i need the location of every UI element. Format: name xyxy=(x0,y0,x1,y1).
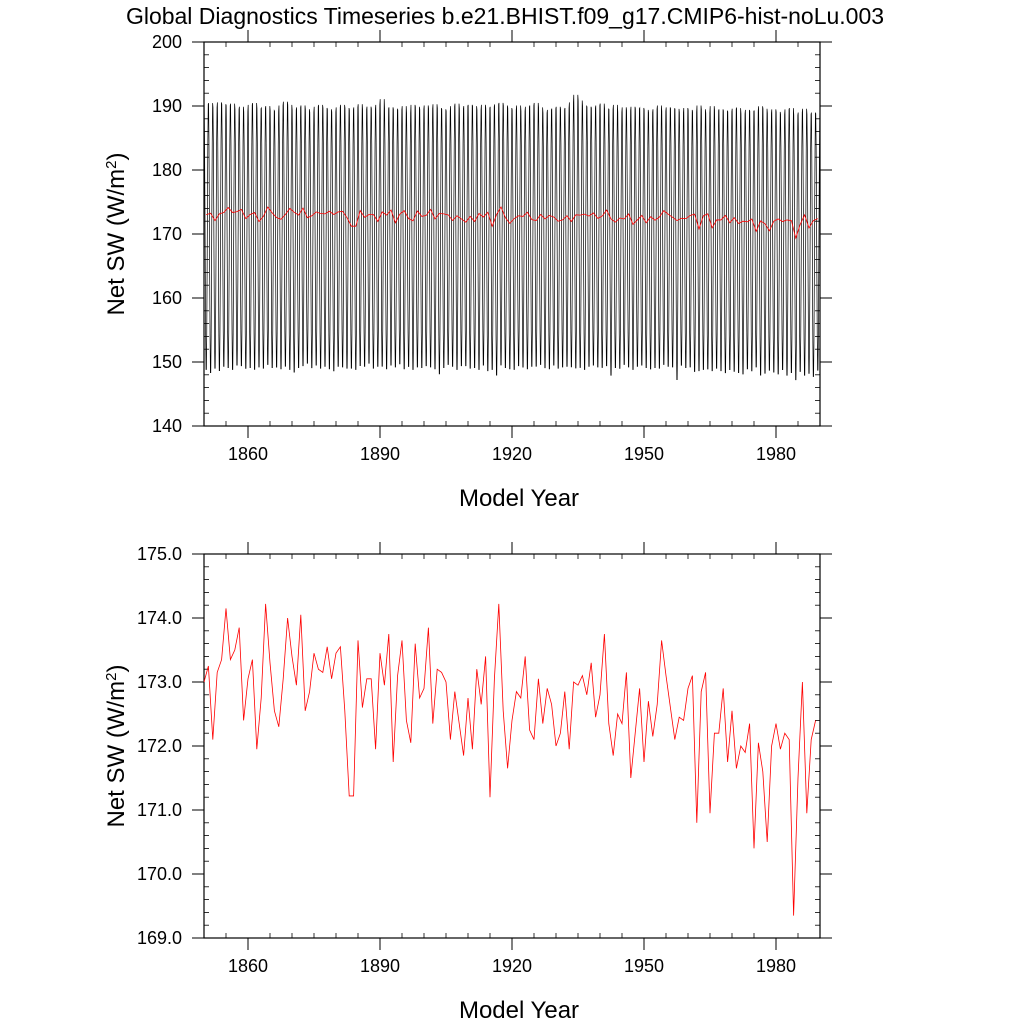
y-tick-label: 140 xyxy=(152,416,182,436)
chart-panel-bottom: 169.0 170.0 171.0 172.0 173.0 174.0 175.0 1860… xyxy=(103,542,832,1024)
monthly-series-line xyxy=(203,94,821,381)
y-tick-label: 180 xyxy=(152,160,182,180)
chart-panel-top: 140 150 160 170 180 190 200 1860 1890 1920 1950 19… xyxy=(103,30,832,512)
y-tick-label: 190 xyxy=(152,96,182,116)
x-tick-label: 1980 xyxy=(756,956,796,976)
annual-mean-series-line-top xyxy=(206,206,818,240)
monthly-line-path xyxy=(203,94,821,381)
y-tick-label: 175.0 xyxy=(137,544,182,564)
x-tick-label: 1950 xyxy=(624,444,664,464)
x-tick-label: 1890 xyxy=(360,444,400,464)
y-tick-labels-top: 140 150 160 170 180 190 200 xyxy=(152,32,182,436)
x-tick-label: 1920 xyxy=(492,444,532,464)
x-axis-label-top: Model Year xyxy=(459,485,579,512)
x-tick-label: 1890 xyxy=(360,956,400,976)
y-tick-label: 150 xyxy=(152,352,182,372)
y-tick-label: 200 xyxy=(152,32,182,52)
tick-marks-top xyxy=(192,30,832,438)
y-tick-label: 174.0 xyxy=(137,608,182,628)
x-tick-label: 1950 xyxy=(624,956,664,976)
annual-mean-path-bottom xyxy=(203,603,816,916)
annual-mean-series-line-bottom xyxy=(203,603,816,916)
y-axis-label-suffix-top: ) xyxy=(103,153,130,161)
x-tick-label: 1860 xyxy=(228,444,268,464)
x-tick-labels-bottom: 1860 1890 1920 1950 1980 xyxy=(228,956,796,976)
y-tick-label: 170.0 xyxy=(137,864,182,884)
y-tick-labels-bottom: 169.0 170.0 171.0 172.0 173.0 174.0 175.0 xyxy=(137,544,182,948)
x-tick-labels-top: 1860 1890 1920 1950 1980 xyxy=(228,444,796,464)
y-tick-label: 170 xyxy=(152,224,182,244)
annual-mean-path-top xyxy=(206,206,818,240)
tick-marks-bottom xyxy=(192,542,832,950)
y-tick-label: 160 xyxy=(152,288,182,308)
y-axis-label-top: Net SW (W/m2) xyxy=(103,153,131,316)
y-tick-label: 169.0 xyxy=(137,928,182,948)
x-tick-label: 1920 xyxy=(492,956,532,976)
y-tick-label: 173.0 xyxy=(137,672,182,692)
figure-title: Global Diagnostics Timeseries b.e21.BHIS… xyxy=(126,3,884,29)
y-axis-label-superscript-bottom: 2 xyxy=(103,673,120,681)
plot-frame-top xyxy=(203,41,821,427)
y-axis-label-text-bottom: Net SW (W/m xyxy=(103,681,130,828)
y-axis-label-bottom: Net SW (W/m2) xyxy=(103,665,131,828)
y-axis-label-suffix-bottom: ) xyxy=(103,665,130,673)
plot-frame-bottom xyxy=(203,553,821,939)
y-axis-label-text-top: Net SW (W/m xyxy=(103,169,130,316)
y-tick-label: 171.0 xyxy=(137,800,182,820)
x-tick-label: 1860 xyxy=(228,956,268,976)
x-axis-label-bottom: Model Year xyxy=(459,997,579,1024)
y-tick-label: 172.0 xyxy=(137,736,182,756)
x-tick-label: 1980 xyxy=(756,444,796,464)
y-axis-label-superscript-top: 2 xyxy=(103,161,120,169)
